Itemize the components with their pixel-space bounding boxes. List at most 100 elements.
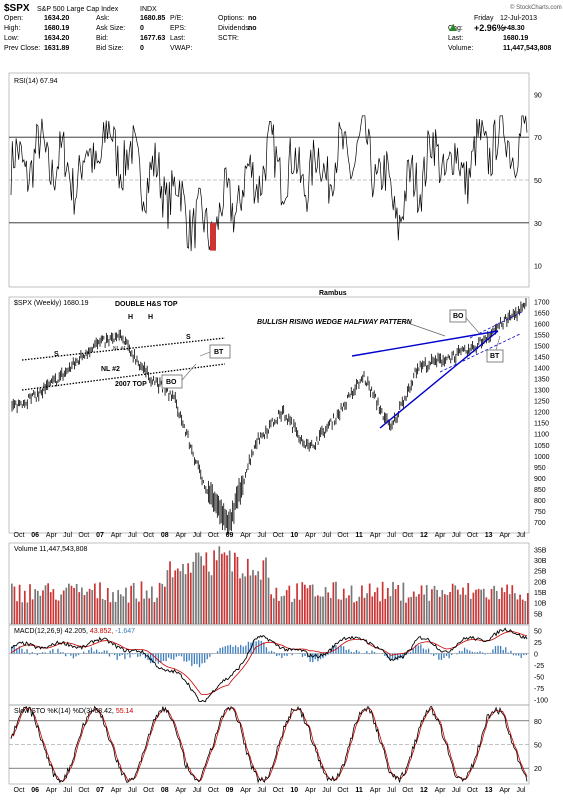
volume-bar (431, 589, 433, 624)
macd-hist-bar (366, 651, 368, 654)
volume-bar (31, 599, 34, 624)
head-label: H (148, 314, 153, 321)
stat-value: +48.30 (503, 25, 525, 32)
macd-hist-bar (23, 652, 26, 654)
sto-title-d: 55.14 (116, 708, 134, 715)
volume-bar (55, 599, 57, 624)
volume-bar (34, 589, 37, 624)
x-tick-label: Apr (435, 787, 447, 794)
volume-bar (446, 594, 449, 624)
macd-hist-bar (456, 653, 458, 655)
volume-bar (117, 590, 120, 624)
volume-bar (304, 584, 306, 624)
volume-bar (265, 557, 267, 624)
wedge-lower (379, 330, 499, 429)
macd-hist-bar (11, 646, 13, 654)
volume-bar (57, 600, 60, 624)
volume-tick-label: 20B (534, 579, 547, 586)
macd-hist-bar (440, 653, 443, 660)
macd-hist-bar (397, 653, 399, 661)
rsi-tick-label: 10 (534, 264, 542, 271)
x-tick-label: Apr (111, 532, 123, 539)
bt-label: BT (214, 349, 224, 356)
volume-bar (527, 593, 529, 624)
macd-hist-bar (415, 645, 417, 654)
x-tick-label: 10 (290, 787, 298, 794)
stat-label: Options: (218, 15, 244, 22)
volume-bar (39, 595, 42, 624)
macd-hist-bar (75, 653, 77, 657)
volume-bar (49, 592, 52, 624)
volume-bar (106, 587, 109, 624)
macd-hist-bar (270, 650, 273, 654)
neckline-1 (21, 337, 226, 361)
macd-hist-bar (13, 645, 15, 654)
macd-hist-bar (420, 644, 422, 654)
volume-bar (184, 574, 187, 624)
macd-hist-bar (157, 653, 159, 664)
macd-hist-bar (438, 653, 440, 660)
macd-line (10, 627, 528, 703)
volume-bar (319, 596, 322, 624)
volume-bar (324, 587, 327, 624)
volume-bar (374, 592, 376, 624)
price-tick-label: 1500 (534, 344, 550, 351)
macd-hist-bar (196, 653, 198, 665)
x-tick-label: Oct (143, 787, 154, 794)
volume-tick-label: 25B (534, 569, 547, 576)
macd-hist-bar (26, 649, 28, 654)
macd-hist-bar (342, 646, 345, 654)
volume-bar (441, 590, 444, 624)
volume-bar (270, 594, 272, 624)
volume-bar (109, 602, 112, 624)
volume-bar (179, 571, 182, 624)
x-tick-label: Apr (305, 787, 317, 794)
volume-bar (449, 591, 451, 624)
macd-hist-bar (507, 652, 509, 654)
stat-grid: Open: 1634.20 High: 1680.19 Low: 1634.20 Prev … (4, 15, 551, 52)
stat-label: Ask: (96, 15, 110, 22)
volume-bar (412, 591, 415, 624)
macd-hist-bar (324, 653, 327, 657)
volume-bar (11, 583, 13, 624)
volume-bar (143, 598, 145, 624)
volume-bar (327, 592, 330, 624)
volume-bar (132, 582, 135, 624)
macd-hist-bar (409, 652, 412, 654)
macd-hist-bar (21, 648, 23, 654)
x-tick-label: 07 (96, 787, 104, 794)
stat-label: Ask Size: (96, 25, 125, 32)
volume-bar (397, 585, 400, 624)
x-tick-label: 10 (290, 532, 298, 539)
bo-box (161, 374, 183, 389)
sto-title: Slow STO %K(14) %D(3) 68.42, 55.14 (14, 708, 133, 715)
macd-hist-bar (422, 648, 425, 654)
volume-bar (511, 585, 514, 624)
price-tick-label: 1400 (534, 366, 550, 373)
x-tick-label: Apr (305, 532, 317, 539)
x-tick-label: Apr (240, 532, 252, 539)
x-tick-label: Jul (322, 787, 331, 794)
price-tick-label: 1550 (534, 332, 550, 339)
macd-hist-bar (245, 645, 247, 654)
index-name: S&P 500 Large Cap Index (37, 6, 119, 13)
macd-hist-bar (368, 653, 371, 655)
macd-hist-bar (142, 653, 144, 655)
macd-hist-bar (219, 647, 221, 654)
price-tick-label: 1000 (534, 454, 550, 461)
x-tick-label: Apr (435, 532, 447, 539)
volume-bar (60, 594, 62, 624)
x-tick-label: Oct (467, 787, 478, 794)
volume-bar (394, 589, 397, 624)
stat-label: Bid Size: (96, 45, 124, 52)
macd-hist-bar (417, 645, 419, 654)
volume-bar (249, 575, 252, 624)
macd-hist-bar (57, 648, 59, 654)
macd-hist-bar (41, 652, 44, 654)
price-tick-label: 1300 (534, 388, 550, 395)
macd-tick-label: 50 (534, 629, 542, 636)
volume-bar (428, 600, 431, 624)
macd-hist-bar (44, 652, 46, 654)
volume-bar (75, 583, 78, 624)
price-tick-label: 1600 (534, 321, 550, 328)
